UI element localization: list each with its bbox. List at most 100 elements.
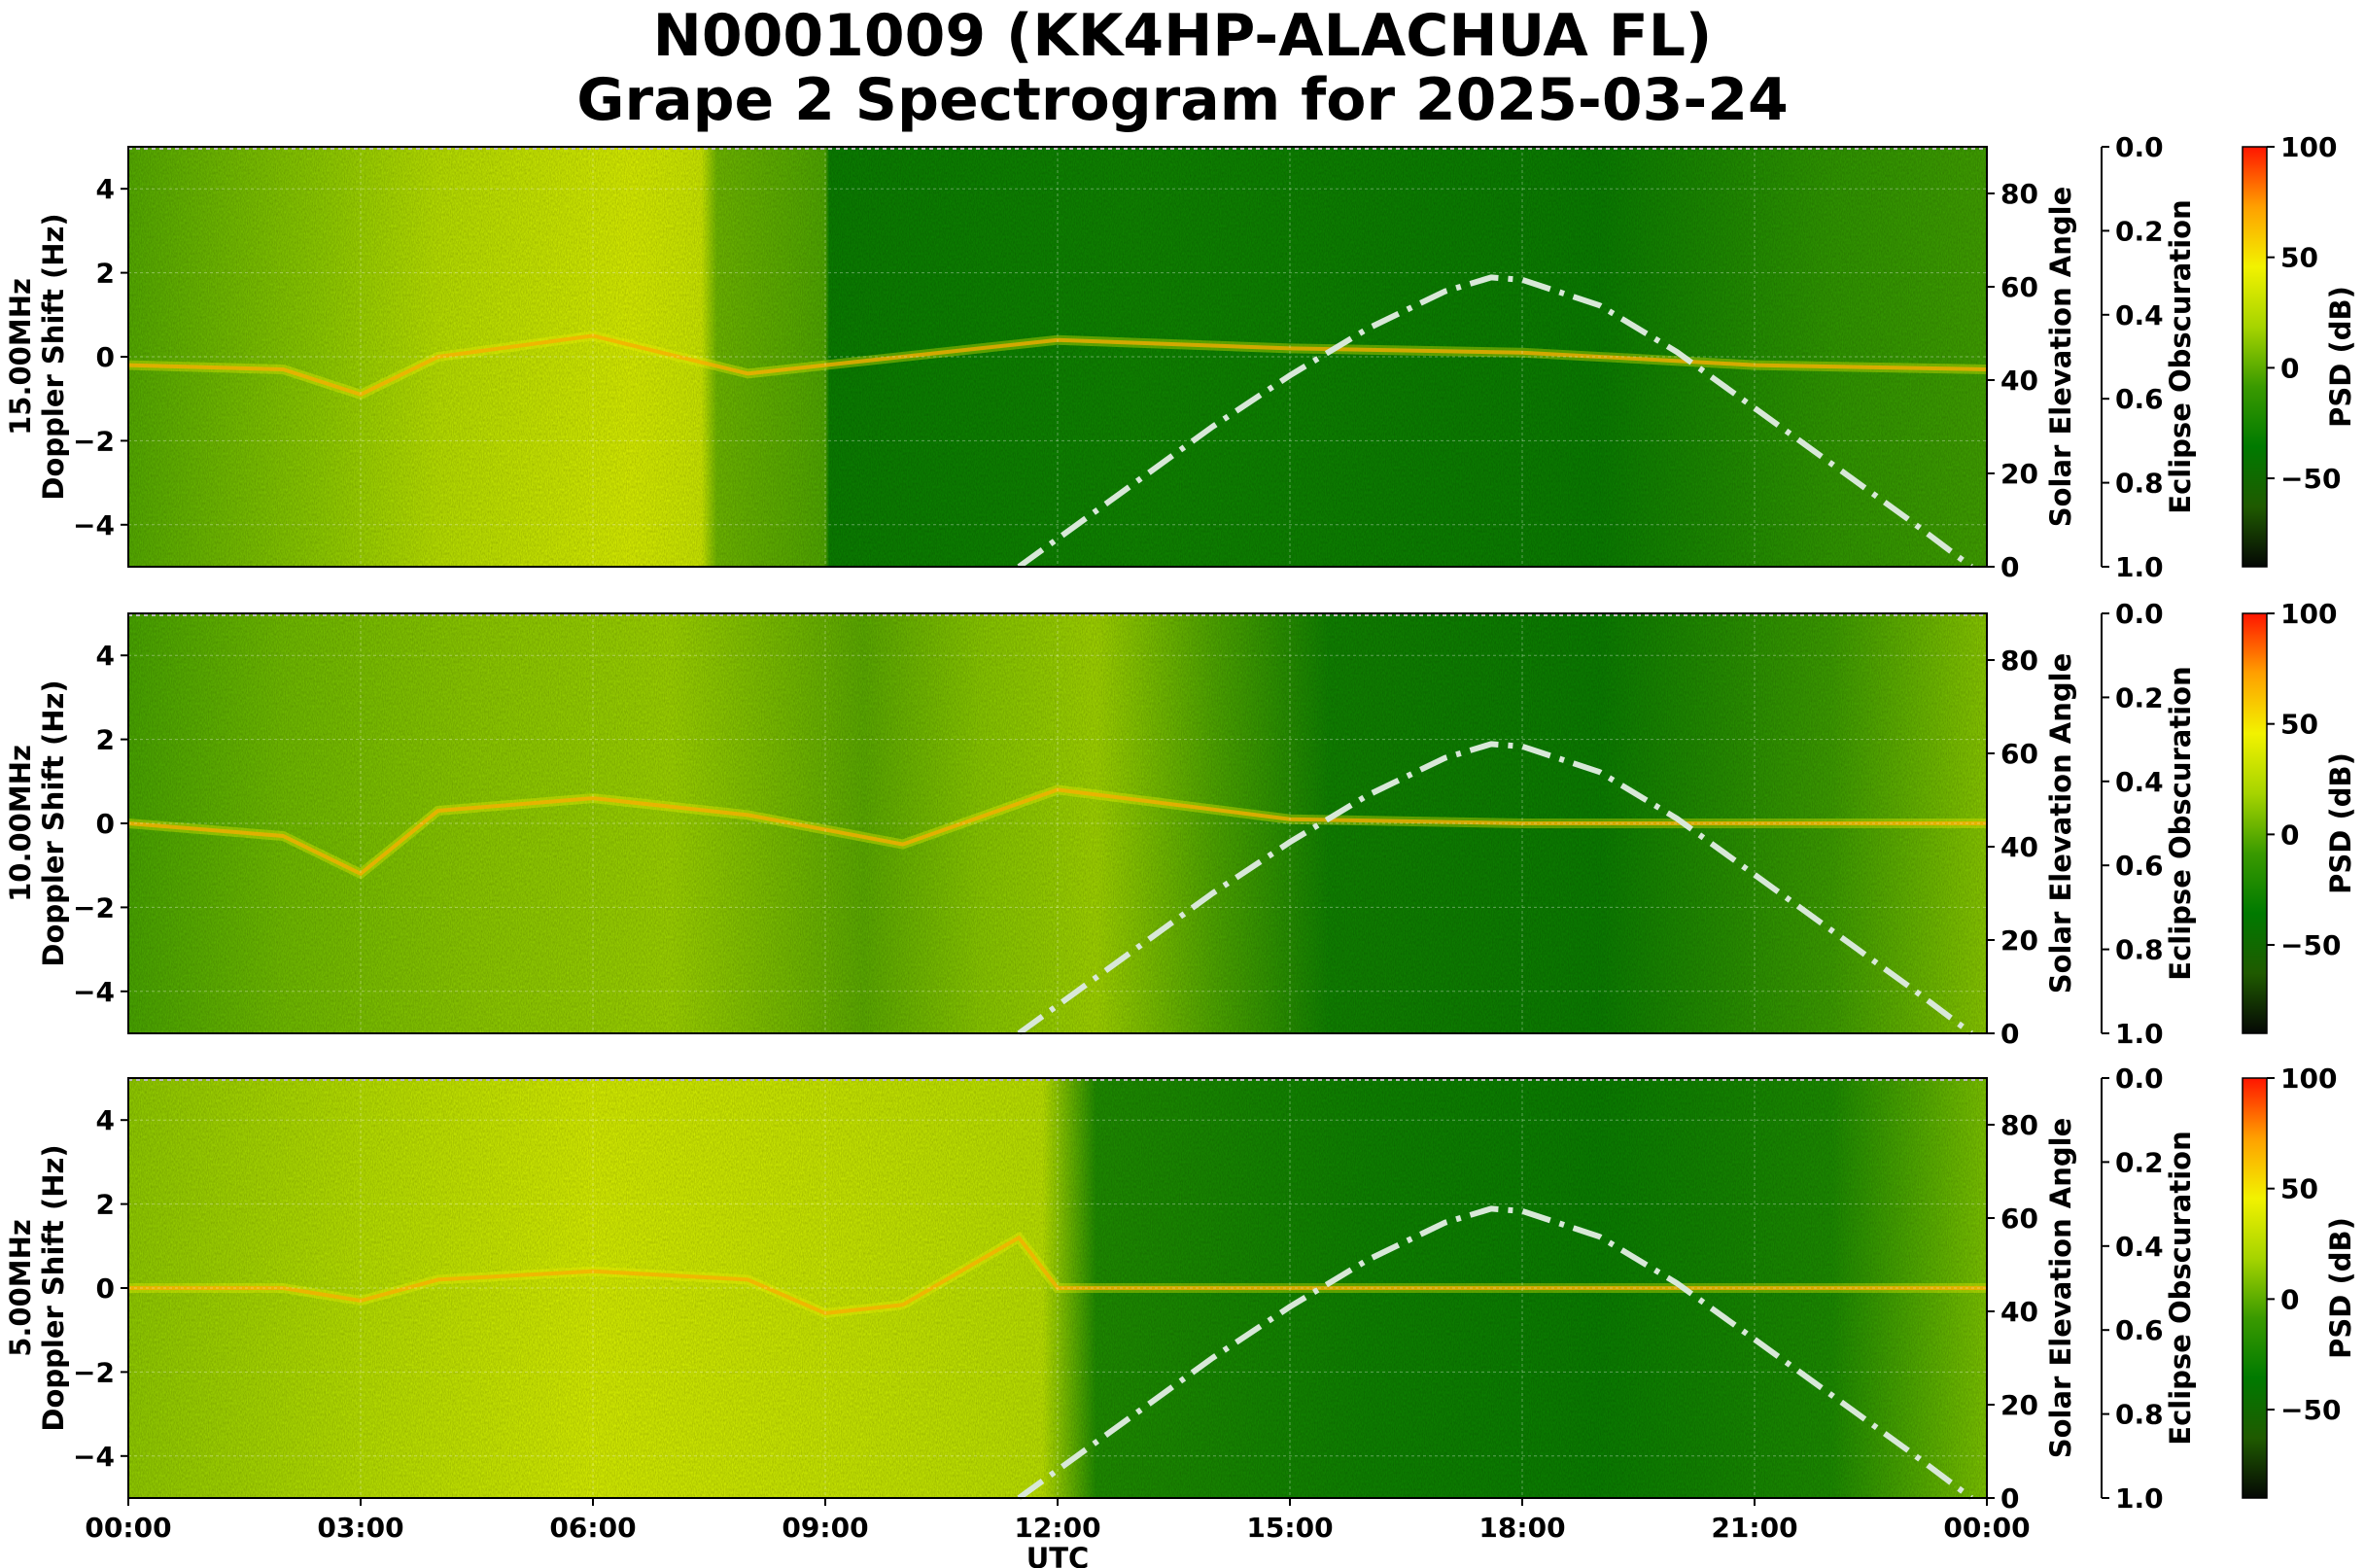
colorbar-tick-label: −50 bbox=[2280, 463, 2341, 495]
x-tick-label: 00:00 bbox=[85, 1512, 171, 1544]
eclipse-tick-label: 0.2 bbox=[2115, 215, 2164, 247]
y-tick-label-left: 4 bbox=[96, 640, 115, 672]
y-tick-label-left: 4 bbox=[96, 1104, 115, 1136]
doppler-trace bbox=[127, 787, 1987, 877]
eclipse-tick-label: 0.6 bbox=[2115, 383, 2164, 415]
x-tick-label: 03:00 bbox=[317, 1512, 403, 1544]
x-axis-label: UTC bbox=[1026, 1542, 1090, 1568]
y-tick-label-left: 0 bbox=[96, 808, 115, 840]
eclipse-tick-label: 0.2 bbox=[2115, 681, 2164, 714]
frequency-label: 5.00MHz bbox=[4, 1219, 37, 1357]
x-tick-label: 12:00 bbox=[1014, 1512, 1100, 1544]
chart-title-line2: Grape 2 Spectrogram for 2025-03-24 bbox=[576, 66, 1789, 134]
y-tick-label-right: 80 bbox=[2000, 1109, 2038, 1141]
eclipse-tick-label: 0.0 bbox=[2115, 598, 2164, 630]
eclipse-axis-label: Eclipse Obscuration bbox=[2164, 1131, 2197, 1445]
eclipse-tick-label: 0.4 bbox=[2115, 1231, 2164, 1263]
y-tick-label-left: −2 bbox=[73, 891, 115, 923]
eclipse-tick-label: 0.4 bbox=[2115, 299, 2164, 331]
solar-elevation-axis-label: Solar Elevation Angle bbox=[2044, 1118, 2077, 1459]
eclipse-tick-label: 0.2 bbox=[2115, 1146, 2164, 1178]
x-tick-label: 18:00 bbox=[1478, 1512, 1565, 1544]
y-tick-label-left: −2 bbox=[73, 425, 115, 457]
y-tick-label-right: 20 bbox=[2000, 458, 2038, 490]
eclipse-tick-label: 0.6 bbox=[2115, 850, 2164, 882]
eclipse-tick-label: 0.8 bbox=[2115, 934, 2164, 966]
solar-elevation-axis-label: Solar Elevation Angle bbox=[2044, 187, 2077, 528]
x-tick-label: 00:00 bbox=[1943, 1512, 2030, 1544]
eclipse-axis-label: Eclipse Obscuration bbox=[2164, 199, 2197, 513]
colorbar-label: PSD (dB) bbox=[2324, 286, 2357, 428]
y-tick-label-right: 80 bbox=[2000, 645, 2038, 677]
y-tick-label-right: 20 bbox=[2000, 1389, 2038, 1421]
y-tick-label-right: 20 bbox=[2000, 924, 2038, 957]
chart-title: N0001009 (KK4HP-ALACHUA FL) Grape 2 Spec… bbox=[0, 4, 2365, 132]
colorbar-tick-label: 0 bbox=[2280, 1283, 2299, 1315]
y-tick-label-right: 40 bbox=[2000, 831, 2038, 863]
y-tick-label-right: 60 bbox=[2000, 1202, 2038, 1235]
solar-elevation-curve bbox=[1017, 741, 1973, 1036]
y-tick-label-left: −4 bbox=[73, 1441, 115, 1473]
colorbar-tick-label: 0 bbox=[2280, 819, 2299, 851]
solar-elevation-axis-label: Solar Elevation Angle bbox=[2044, 653, 2077, 994]
frequency-label: 15.00MHz bbox=[4, 278, 37, 436]
frequency-label: 10.00MHz bbox=[4, 745, 37, 902]
colorbar-label: PSD (dB) bbox=[2324, 1217, 2357, 1359]
y-tick-label-right: 40 bbox=[2000, 1296, 2038, 1328]
eclipse-tick-label: 0.0 bbox=[2115, 1063, 2164, 1095]
colorbar bbox=[2242, 612, 2268, 1034]
eclipse-axis-label: Eclipse Obscuration bbox=[2164, 666, 2197, 980]
x-tick-label: 06:00 bbox=[549, 1512, 636, 1544]
eclipse-tick-label: 1.0 bbox=[2115, 551, 2164, 583]
colorbar-tick-label: 50 bbox=[2280, 242, 2318, 274]
doppler-axis-label: Doppler Shift (Hz) bbox=[37, 1144, 70, 1431]
doppler-trace-glow bbox=[127, 784, 1987, 880]
colorbar bbox=[2242, 146, 2268, 568]
colorbar-tick-label: 0 bbox=[2280, 352, 2299, 384]
y-tick-label-right: 0 bbox=[2000, 1018, 2019, 1050]
y-tick-label-left: 2 bbox=[96, 724, 115, 756]
y-tick-label-right: 0 bbox=[2000, 551, 2019, 583]
eclipse-tick-label: 1.0 bbox=[2115, 1482, 2164, 1515]
solar-elevation-curve bbox=[1017, 1205, 1973, 1501]
colorbar-tick-label: 50 bbox=[2280, 709, 2318, 741]
doppler-trace bbox=[127, 333, 1988, 398]
y-tick-label-left: −2 bbox=[73, 1356, 115, 1388]
y-tick-label-left: −4 bbox=[73, 976, 115, 1008]
y-tick-label-right: 60 bbox=[2000, 738, 2038, 770]
y-tick-label-right: 80 bbox=[2000, 178, 2038, 210]
y-tick-label-left: 0 bbox=[96, 1272, 115, 1305]
y-tick-label-right: 60 bbox=[2000, 271, 2038, 303]
x-tick-label: 09:00 bbox=[782, 1512, 868, 1544]
panel-2: 420−2−410.00MHz Doppler Shift (Hz)8060402… bbox=[4, 598, 2357, 1050]
panel-3: 420−2−45.00MHz Doppler Shift (Hz)80604020… bbox=[4, 1063, 2357, 1515]
colorbar bbox=[2242, 1077, 2268, 1499]
doppler-trace-glow bbox=[128, 1231, 1987, 1319]
colorbar-tick-label: −50 bbox=[2280, 1394, 2341, 1426]
y-tick-label-left: 2 bbox=[96, 1189, 115, 1221]
x-tick-label: 21:00 bbox=[1711, 1512, 1797, 1544]
eclipse-tick-label: 0.0 bbox=[2115, 131, 2164, 163]
colorbar-tick-label: 100 bbox=[2280, 1063, 2337, 1095]
y-tick-label-left: 2 bbox=[96, 258, 115, 290]
doppler-trace bbox=[128, 1235, 1987, 1315]
chart-title-line1: N0001009 (KK4HP-ALACHUA FL) bbox=[652, 2, 1713, 70]
doppler-trace-glow bbox=[127, 331, 1988, 401]
eclipse-tick-label: 0.8 bbox=[2115, 468, 2164, 500]
eclipse-tick-label: 0.6 bbox=[2115, 1314, 2164, 1346]
solar-elevation-curve bbox=[1017, 274, 1973, 570]
colorbar-label: PSD (dB) bbox=[2324, 752, 2357, 894]
y-tick-label-right: 0 bbox=[2000, 1482, 2019, 1515]
colorbar-tick-label: 100 bbox=[2280, 598, 2337, 630]
y-tick-label-left: −4 bbox=[73, 509, 115, 541]
x-tick-label: 15:00 bbox=[1246, 1512, 1333, 1544]
y-tick-label-left: 4 bbox=[96, 173, 115, 205]
colorbar-tick-label: 100 bbox=[2280, 131, 2337, 163]
colorbar-tick-label: −50 bbox=[2280, 929, 2341, 961]
doppler-axis-label: Doppler Shift (Hz) bbox=[37, 213, 70, 500]
eclipse-tick-label: 1.0 bbox=[2115, 1018, 2164, 1050]
x-axis: 00:00 03:00 06:00 09:00 12:00 15:00 18:00 21:00… bbox=[85, 1498, 2031, 1568]
colorbar-tick-label: 50 bbox=[2280, 1173, 2318, 1205]
y-tick-label-left: 0 bbox=[96, 341, 115, 373]
